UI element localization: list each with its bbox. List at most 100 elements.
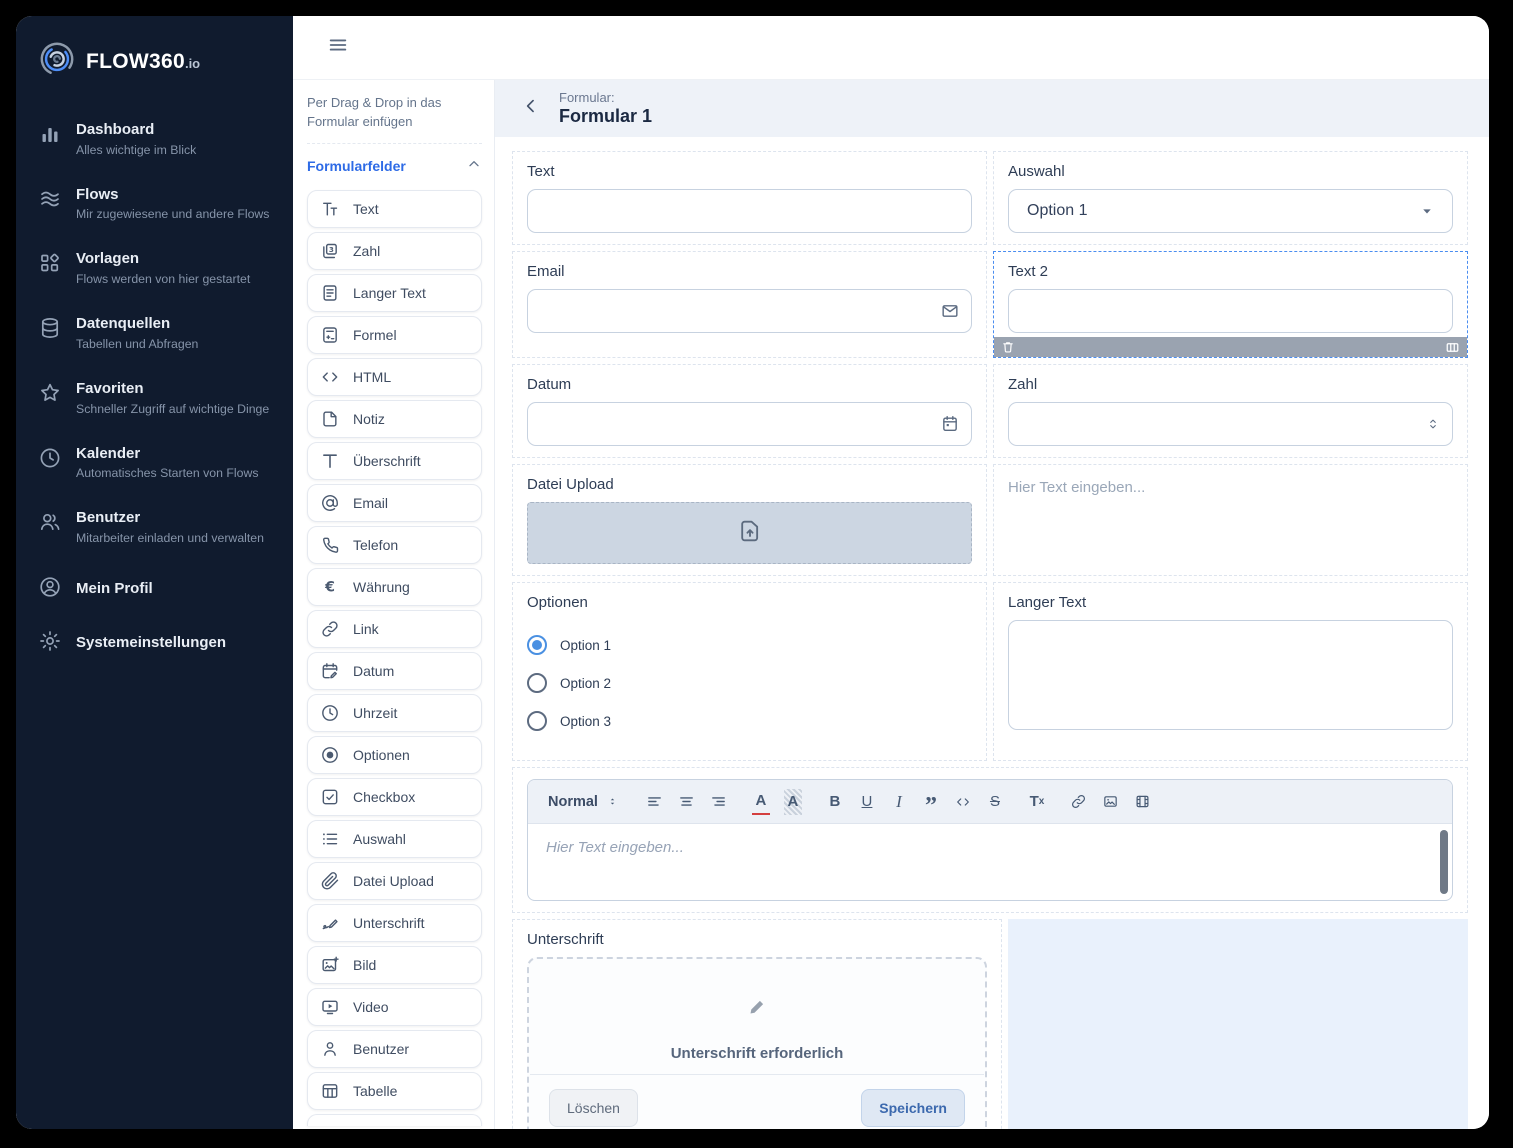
field-cell-datum[interactable]: Datum <box>512 364 987 458</box>
email-field-input[interactable] <box>527 289 972 333</box>
datum-field-input[interactable] <box>527 402 972 446</box>
radio-option-option-1[interactable]: Option 1 <box>527 635 972 655</box>
editor-scrollbar[interactable] <box>1440 830 1448 894</box>
users-icon <box>38 510 62 539</box>
code-button[interactable] <box>954 789 972 815</box>
waves-icon <box>38 187 62 216</box>
text2-field-input[interactable] <box>1008 289 1453 333</box>
hamburger-menu-icon[interactable] <box>327 34 349 61</box>
palette-item-datei-upload[interactable]: Datei Upload <box>307 861 482 900</box>
field-cell-unterschrift[interactable]: Unterschrift Unterschrift erforderlich L… <box>512 919 1002 1129</box>
palette-item-benutzer[interactable]: Benutzer <box>307 1029 482 1068</box>
text-field-input[interactable] <box>527 189 972 233</box>
palette-item-checkbox[interactable]: Checkbox <box>307 777 482 816</box>
align-left-button[interactable] <box>646 789 664 815</box>
field-cell-datei-upload[interactable]: Datei Upload <box>512 464 987 576</box>
palette-item-optionen[interactable]: Optionen <box>307 735 482 774</box>
field-cell-auswahl[interactable]: Auswahl Option 1 <box>993 151 1468 245</box>
palette-item-tabelle[interactable]: Tabelle <box>307 1071 482 1110</box>
palette-item-notiz[interactable]: Notiz <box>307 399 482 438</box>
chevron-up-icon <box>466 156 482 177</box>
insert-image-button[interactable] <box>1102 789 1120 815</box>
trash-icon[interactable] <box>1001 340 1015 354</box>
field-cell-optionen[interactable]: Optionen Option 1 Option 2 Option 3 <box>512 582 987 761</box>
radio-circle-icon[interactable] <box>527 673 547 693</box>
auswahl-select[interactable]: Option 1 <box>1008 189 1453 233</box>
palette-item-text[interactable]: Text <box>307 189 482 228</box>
format-updown-icon[interactable] <box>604 789 622 815</box>
text-color-button[interactable]: A <box>751 789 770 815</box>
palette-item-email[interactable]: Email <box>307 483 482 522</box>
bold-button[interactable]: B <box>829 793 841 810</box>
field-label: Unterschrift <box>527 931 604 948</box>
underline-button[interactable]: U <box>861 793 873 810</box>
palette-item-cutoff[interactable] <box>307 1113 482 1126</box>
palette-item-auswahl[interactable]: Auswahl <box>307 819 482 858</box>
palette-item-telefon[interactable]: Telefon <box>307 525 482 564</box>
sidebar-item-flows[interactable]: Flows Mir zugewiesene und andere Flows <box>38 186 273 224</box>
align-center-button[interactable] <box>678 789 696 815</box>
richtext-editor: Normal A A B <box>527 779 1453 901</box>
sidebar-item-benutzer[interactable]: Benutzer Mitarbeiter einladen und verwal… <box>38 509 273 547</box>
palette-item-html[interactable]: HTML <box>307 357 482 396</box>
radio-option-option-3[interactable]: Option 3 <box>527 711 972 731</box>
palette-item-zahl[interactable]: 3 Zahl <box>307 231 482 270</box>
stepper-icon[interactable] <box>1425 416 1441 432</box>
signature-clear-button[interactable]: Löschen <box>549 1089 638 1127</box>
sidebar-item-datenquellen[interactable]: Datenquellen Tabellen und Abfragen <box>38 315 273 353</box>
palette-item-uhrzeit[interactable]: Uhrzeit <box>307 693 482 732</box>
file-upload-dropzone[interactable] <box>527 502 972 564</box>
align-right-button[interactable] <box>710 789 728 815</box>
palette-item-ueberschrift[interactable]: Überschrift <box>307 441 482 480</box>
sidebar-item-favoriten[interactable]: Favoriten Schneller Zugriff auf wichtige… <box>38 380 273 418</box>
field-palette: Per Drag & Drop in das Formular einfügen… <box>293 80 495 1129</box>
palette-item-datum[interactable]: Datum <box>307 651 482 690</box>
field-cell-zahl[interactable]: Zahl <box>993 364 1468 458</box>
langer-text-textarea[interactable] <box>1008 620 1453 730</box>
auswahl-selected-value: Option 1 <box>1027 202 1088 219</box>
sidebar-item-systemeinstellungen[interactable]: Systemeinstellungen <box>38 628 273 658</box>
format-select[interactable]: Normal <box>548 793 598 810</box>
sidebar-item-kalender[interactable]: Kalender Automatisches Starten von Flows <box>38 445 273 483</box>
field-cell-langer-text[interactable]: Langer Text <box>993 582 1468 761</box>
signature-save-button[interactable]: Speichern <box>861 1089 965 1127</box>
radio-circle-icon[interactable] <box>527 711 547 731</box>
signature-pad[interactable]: Unterschrift erforderlich Löschen Speich… <box>527 957 987 1129</box>
back-button[interactable] <box>521 96 541 121</box>
palette-item-unterschrift[interactable]: Unterschrift <box>307 903 482 942</box>
topbar <box>293 16 1489 80</box>
radio-circle-icon[interactable] <box>527 635 547 655</box>
palette-item-link[interactable]: Link <box>307 609 482 648</box>
radio-option-option-2[interactable]: Option 2 <box>527 673 972 693</box>
insert-video-button[interactable] <box>1134 789 1152 815</box>
insert-link-button[interactable] <box>1070 789 1088 815</box>
brand-name: FLOW360 <box>86 49 185 73</box>
field-cell-richtext[interactable]: Normal A A B <box>512 767 1468 913</box>
sidebar-item-vorlagen[interactable]: Vorlagen Flows werden von hier gestartet <box>38 250 273 288</box>
columns-icon[interactable] <box>1445 340 1460 355</box>
field-cell-email[interactable]: Email <box>512 251 987 358</box>
blockquote-button[interactable]: ” <box>924 792 937 819</box>
field-cell-text2-selected[interactable]: Text 2 <box>993 251 1468 358</box>
star-icon <box>38 381 62 410</box>
palette-item-formel[interactable]: Formel <box>307 315 482 354</box>
palette-item-waehrung[interactable]: € Währung <box>307 567 482 606</box>
strikethrough-button[interactable]: S <box>989 793 1000 810</box>
richtext-content[interactable]: Hier Text eingeben... <box>528 824 1452 900</box>
field-cell-notiz[interactable]: Hier Text eingeben... <box>993 464 1468 576</box>
palette-item-video[interactable]: Video <box>307 987 482 1026</box>
palette-section-header[interactable]: Formularfelder <box>307 156 482 177</box>
sidebar-item-mein-profil[interactable]: Mein Profil <box>38 574 273 604</box>
phone-icon <box>320 535 340 555</box>
palette-item-langer-text[interactable]: Langer Text <box>307 273 482 312</box>
field-cell-text[interactable]: Text <box>512 151 987 245</box>
palette-item-bild[interactable]: Bild <box>307 945 482 984</box>
image-plus-icon <box>320 955 340 975</box>
calendar-icon[interactable] <box>940 414 960 434</box>
empty-drop-area[interactable] <box>1008 919 1468 1129</box>
highlight-button[interactable]: A <box>783 788 802 815</box>
italic-button[interactable]: I <box>896 791 902 811</box>
sidebar-item-dashboard[interactable]: Dashboard Alles wichtige im Blick <box>38 121 273 159</box>
zahl-field-input[interactable] <box>1008 402 1453 446</box>
